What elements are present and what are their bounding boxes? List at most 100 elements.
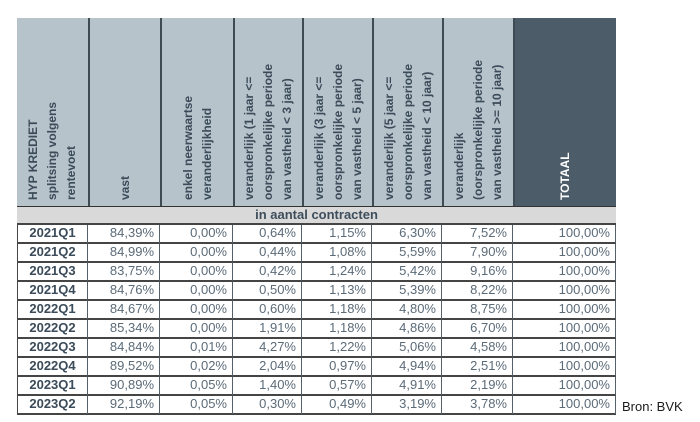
quarter-cell: 2021Q1	[17, 225, 88, 244]
value-cell: 84,39%	[88, 225, 160, 244]
header-label: TOTAAL	[558, 152, 572, 200]
value-cell: 4,80%	[372, 301, 442, 320]
table-row: 2023Q2 92,19% 0,05% 0,30% 0,49% 3,19% 3,…	[17, 396, 616, 415]
value-cell: 100,00%	[513, 301, 616, 320]
value-cell: 4,27%	[233, 339, 302, 358]
value-cell: 1,15%	[302, 225, 372, 244]
quarter-cell: 2021Q4	[17, 282, 88, 301]
value-cell: 1,24%	[302, 263, 372, 282]
quarter-cell: 2023Q2	[17, 396, 88, 415]
value-cell: 3,78%	[442, 396, 513, 415]
value-cell: 1,18%	[302, 320, 372, 339]
value-cell: 83,75%	[88, 263, 160, 282]
value-cell: 8,75%	[442, 301, 513, 320]
table-body: 2021Q1 84,39% 0,00% 0,64% 1,15% 6,30% 7,…	[17, 225, 616, 415]
value-cell: 9,16%	[442, 263, 513, 282]
quarter-cell: 2022Q4	[17, 358, 88, 377]
value-cell: 0,01%	[160, 339, 233, 358]
value-cell: 4,58%	[442, 339, 513, 358]
value-cell: 0,00%	[160, 263, 233, 282]
value-cell: 4,91%	[372, 377, 442, 396]
value-cell: 100,00%	[513, 339, 616, 358]
table-row: 2021Q1 84,39% 0,00% 0,64% 1,15% 6,30% 7,…	[17, 225, 616, 244]
value-cell: 5,06%	[372, 339, 442, 358]
value-cell: 0,50%	[233, 282, 302, 301]
value-cell: 100,00%	[513, 358, 616, 377]
value-cell: 100,00%	[513, 225, 616, 244]
unit-band: in aantal contracten	[17, 206, 616, 225]
value-cell: 8,22%	[442, 282, 513, 301]
value-cell: 2,04%	[233, 358, 302, 377]
table-row: 2022Q1 84,67% 0,00% 0,60% 1,18% 4,80% 8,…	[17, 301, 616, 320]
value-cell: 0,49%	[302, 396, 372, 415]
source-note: Bron: BVK	[622, 399, 683, 414]
value-cell: 84,76%	[88, 282, 160, 301]
quarter-cell: 2022Q2	[17, 320, 88, 339]
table-row: 2023Q1 90,89% 0,05% 1,40% 0,57% 4,91% 2,…	[17, 377, 616, 396]
value-cell: 5,42%	[372, 263, 442, 282]
value-cell: 92,19%	[88, 396, 160, 415]
header-label: vast	[117, 175, 132, 200]
header-label: HYP KREDIET splitsing volgens rentevoet	[26, 101, 78, 200]
quarter-cell: 2021Q2	[17, 244, 88, 263]
value-cell: 4,94%	[372, 358, 442, 377]
value-cell: 84,99%	[88, 244, 160, 263]
value-cell: 100,00%	[513, 282, 616, 301]
value-cell: 100,00%	[513, 320, 616, 339]
header-cell-totaal: TOTAAL	[513, 18, 616, 206]
value-cell: 100,00%	[513, 377, 616, 396]
table-row: 2022Q3 84,84% 0,01% 4,27% 1,22% 5,06% 4,…	[17, 339, 616, 358]
value-cell: 2,51%	[442, 358, 513, 377]
value-cell: 0,42%	[233, 263, 302, 282]
value-cell: 1,08%	[302, 244, 372, 263]
header-cell-veranderlijk-10plus: veranderlijk (oorspronkelijke periode va…	[442, 18, 513, 206]
quarter-cell: 2021Q3	[17, 263, 88, 282]
value-cell: 7,90%	[442, 244, 513, 263]
value-cell: 0,30%	[233, 396, 302, 415]
value-cell: 0,00%	[160, 225, 233, 244]
header-cell-veranderlijk-5-10: veranderlijk (5 jaar <= oorspronkelijke …	[372, 18, 442, 206]
quarter-cell: 2022Q1	[17, 301, 88, 320]
value-cell: 0,00%	[160, 320, 233, 339]
value-cell: 0,57%	[302, 377, 372, 396]
header-cell-veranderlijk-1-3: veranderlijk (1 jaar <= oorspronkelijke …	[233, 18, 302, 206]
value-cell: 3,19%	[372, 396, 442, 415]
hyp-krediet-table: HYP KREDIET splitsing volgens rentevoet …	[17, 18, 616, 415]
value-cell: 5,39%	[372, 282, 442, 301]
quarter-cell: 2022Q3	[17, 339, 88, 358]
value-cell: 1,18%	[302, 301, 372, 320]
value-cell: 100,00%	[513, 244, 616, 263]
value-cell: 5,59%	[372, 244, 442, 263]
value-cell: 0,00%	[160, 282, 233, 301]
header-cell-vast: vast	[88, 18, 160, 206]
table-row: 2022Q4 89,52% 0,02% 2,04% 0,97% 4,94% 2,…	[17, 358, 616, 377]
quarter-cell: 2023Q1	[17, 377, 88, 396]
header-label: veranderlijk (5 jaar <= oorspronkelijke …	[381, 63, 434, 200]
value-cell: 85,34%	[88, 320, 160, 339]
value-cell: 1,22%	[302, 339, 372, 358]
value-cell: 0,05%	[160, 377, 233, 396]
table-row: 2021Q4 84,76% 0,00% 0,50% 1,13% 5,39% 8,…	[17, 282, 616, 301]
value-cell: 0,00%	[160, 244, 233, 263]
value-cell: 89,52%	[88, 358, 160, 377]
header-label: veranderlijk (1 jaar <= oorspronkelijke …	[242, 63, 294, 200]
value-cell: 1,40%	[233, 377, 302, 396]
value-cell: 100,00%	[513, 396, 616, 415]
value-cell: 84,84%	[88, 339, 160, 358]
value-cell: 0,97%	[302, 358, 372, 377]
table-row: 2021Q2 84,99% 0,00% 0,44% 1,08% 5,59% 7,…	[17, 244, 616, 263]
value-cell: 6,30%	[372, 225, 442, 244]
value-cell: 0,60%	[233, 301, 302, 320]
value-cell: 1,13%	[302, 282, 372, 301]
value-cell: 4,86%	[372, 320, 442, 339]
value-cell: 6,70%	[442, 320, 513, 339]
header-label: veranderlijk (oorspronkelijke periode va…	[452, 59, 504, 200]
value-cell: 0,44%	[233, 244, 302, 263]
header-label: veranderlijk (3 jaar <= oorspronkelijke …	[311, 63, 364, 200]
header-cell-veranderlijk-3-5: veranderlijk (3 jaar <= oorspronkelijke …	[302, 18, 372, 206]
value-cell: 1,91%	[233, 320, 302, 339]
header-cell-enkel-neerwaartse: enkel neerwaartse veranderlijkheid	[160, 18, 233, 206]
table-row: 2021Q3 83,75% 0,00% 0,42% 1,24% 5,42% 9,…	[17, 263, 616, 282]
value-cell: 84,67%	[88, 301, 160, 320]
